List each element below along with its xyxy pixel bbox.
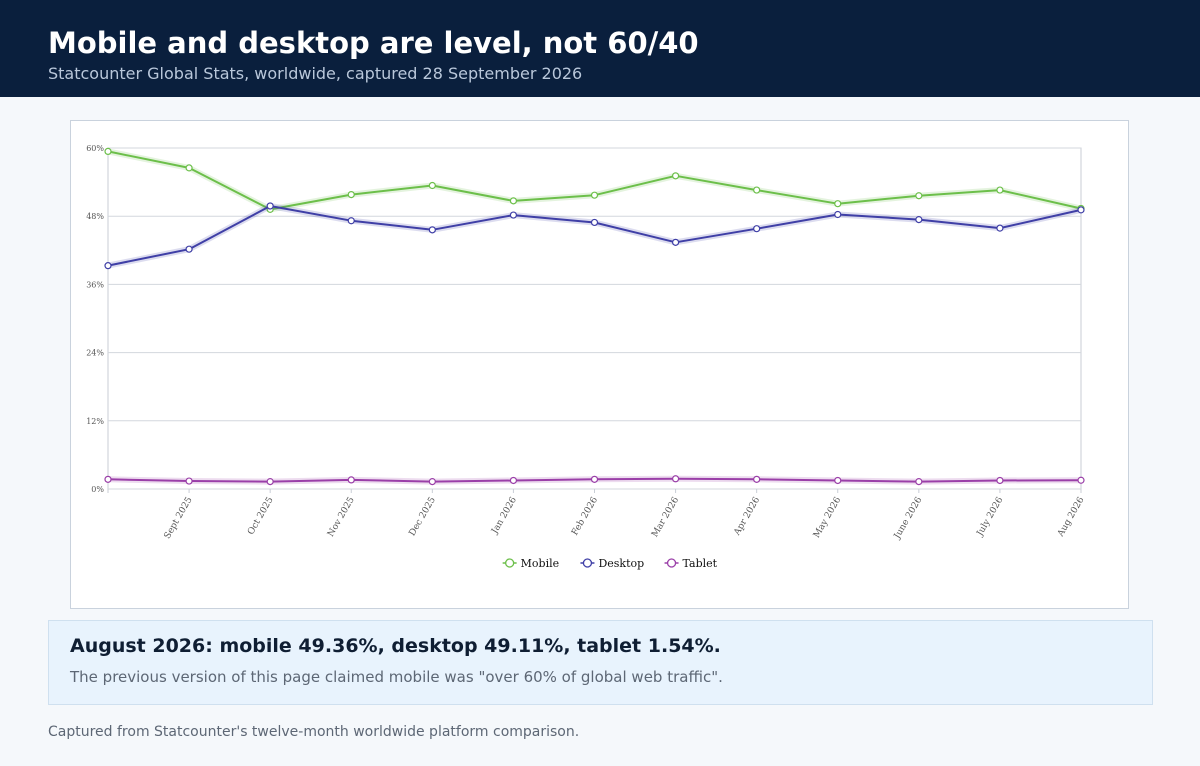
data-point-desktop[interactable] [753, 225, 761, 233]
legend-item-desktop[interactable]: Desktop [580, 557, 644, 570]
data-point-mobile[interactable] [347, 191, 355, 199]
data-point-desktop[interactable] [185, 245, 193, 253]
data-point-tablet[interactable] [753, 475, 761, 483]
data-point-tablet[interactable] [185, 477, 193, 485]
callout-note: The previous version of this page claime… [70, 668, 723, 686]
data-point-desktop[interactable] [590, 218, 599, 227]
data-point-tablet[interactable] [509, 476, 518, 485]
data-point-tablet[interactable] [671, 475, 680, 483]
data-point-desktop[interactable] [347, 217, 355, 225]
data-point-mobile[interactable] [671, 172, 680, 180]
x-axis-ticks: Sept 2025 Oct 2025 Nov 2025 Dec 2025 Jan 202… [107, 489, 1087, 541]
page-title: Mobile and desktop are level, not 60/40 [48, 26, 699, 60]
x-tick-label: Mar 2026 [650, 495, 681, 539]
data-point-tablet[interactable] [915, 478, 923, 486]
series-line-desktop [107, 205, 1082, 267]
source-footnote: Captured from Statcounter's twelve-month… [48, 724, 580, 740]
x-tick-label: Feb 2026 [570, 495, 600, 537]
data-point-mobile[interactable] [590, 191, 599, 199]
y-tick-label: 60% [86, 144, 104, 153]
data-point-desktop[interactable] [428, 226, 436, 234]
x-tick-label: Jan 2026 [490, 495, 520, 536]
legend-swatch-marker [582, 558, 593, 568]
y-axis-ticks: 0% 12% 24% 36% 48% 60% [86, 144, 104, 494]
x-tick-label: Aug 2026 [1056, 495, 1087, 539]
callout-headline: August 2026: mobile 49.36%, desktop 49.1… [70, 635, 721, 657]
x-tick-label: Nov 2025 [326, 495, 357, 538]
legend-label: Desktop [598, 557, 644, 570]
y-tick-label: 24% [86, 349, 104, 358]
legend-swatch-marker [666, 558, 677, 568]
x-tick-label: Dec 2025 [408, 495, 438, 538]
data-point-tablet[interactable] [104, 475, 112, 483]
data-point-tablet[interactable] [1077, 476, 1085, 484]
series-line-mobile [107, 150, 1082, 211]
data-point-mobile[interactable] [753, 186, 761, 194]
data-point-desktop[interactable] [834, 210, 842, 219]
page-header: Mobile and desktop are level, not 60/40 … [0, 0, 1200, 97]
data-point-desktop[interactable] [509, 211, 518, 219]
data-point-mobile[interactable] [428, 181, 436, 190]
platform-share-line-chart: 0% 12% 24% 36% 48% 60% Sept 2025 Oct 2025 Nov 2… [86, 144, 1087, 570]
x-tick-label: Oct 2025 [246, 495, 276, 536]
data-point-mobile[interactable] [185, 164, 193, 172]
data-point-mobile[interactable] [996, 186, 1004, 194]
legend-label: Mobile [521, 557, 559, 570]
x-tick-label: June 2026 [892, 495, 924, 541]
chart-panel: 0% 12% 24% 36% 48% 60% Sept 2025 Oct 2025 Nov 2… [70, 120, 1129, 609]
data-point-tablet[interactable] [266, 478, 274, 486]
data-point-desktop[interactable] [1077, 206, 1085, 214]
x-tick-label: May 2026 [812, 495, 844, 540]
data-point-mobile[interactable] [915, 192, 923, 200]
x-tick-label: Apr 2026 [732, 495, 762, 538]
y-tick-label: 36% [86, 280, 104, 289]
x-tick-label: Sept 2025 [163, 495, 195, 541]
data-point-desktop[interactable] [104, 262, 112, 270]
legend-swatch-marker [504, 558, 515, 568]
data-point-tablet[interactable] [428, 478, 436, 486]
legend-label: Tablet [683, 557, 718, 570]
data-point-mobile[interactable] [104, 147, 112, 156]
legend-item-mobile[interactable]: Mobile [502, 557, 559, 570]
data-point-desktop[interactable] [915, 216, 923, 224]
y-tick-label: 0% [91, 485, 104, 494]
data-point-desktop[interactable] [671, 238, 680, 246]
y-tick-label: 48% [86, 212, 104, 221]
data-point-tablet[interactable] [590, 475, 599, 483]
legend-item-tablet[interactable]: Tablet [664, 557, 718, 570]
page-subtitle: Statcounter Global Stats, worldwide, cap… [48, 64, 583, 83]
summary-callout: August 2026: mobile 49.36%, desktop 49.1… [48, 620, 1153, 705]
chart-series [104, 147, 1085, 486]
x-tick-label: July 2026 [975, 495, 1006, 538]
data-point-tablet[interactable] [347, 476, 355, 484]
data-point-mobile[interactable] [509, 197, 518, 205]
data-point-mobile[interactable] [834, 200, 842, 208]
y-tick-label: 12% [86, 417, 104, 426]
data-point-desktop[interactable] [266, 202, 274, 210]
data-point-desktop[interactable] [996, 224, 1004, 232]
chart-legend: Mobile Desktop Tablet [502, 557, 718, 570]
data-point-tablet[interactable] [834, 476, 842, 485]
data-point-tablet[interactable] [996, 476, 1004, 485]
